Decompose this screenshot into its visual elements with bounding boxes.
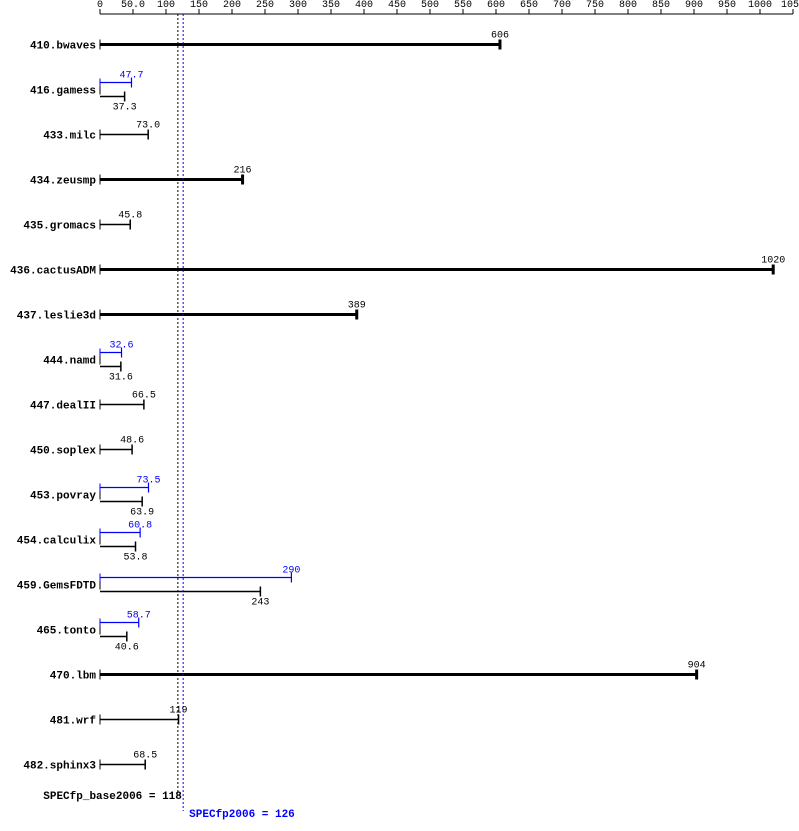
spec-benchmark-chart: 0 50.0 100 150 200 250 300 350 400 450 500 550 600 65… bbox=[0, 0, 799, 831]
x-axis-tick-label: 550 bbox=[454, 0, 472, 11]
x-axis-tick-label: 900 bbox=[685, 0, 703, 11]
benchmark-label: 447.dealII bbox=[30, 401, 96, 413]
peak-value-label: 73.5 bbox=[137, 476, 161, 487]
base-value-label: 40.6 bbox=[115, 643, 139, 654]
base-value-label: 31.6 bbox=[109, 373, 133, 384]
base-value-label: 45.8 bbox=[118, 211, 142, 222]
benchmark-label: 481.wrf bbox=[50, 716, 97, 728]
peak-value-label: 60.8 bbox=[128, 521, 152, 532]
base-value-label: 63.9 bbox=[130, 508, 154, 519]
base-value-label: 243 bbox=[251, 598, 269, 609]
base-value-label: 1020 bbox=[761, 256, 785, 267]
benchmark-label: 454.calculix bbox=[17, 536, 97, 548]
benchmark-label: 453.povray bbox=[30, 491, 96, 503]
benchmark-label: 437.leslie3d bbox=[17, 311, 96, 323]
x-axis-tick-label: 200 bbox=[223, 0, 241, 11]
benchmark-label: 436.cactusADM bbox=[10, 266, 96, 278]
x-axis-tick-label: 300 bbox=[289, 0, 307, 11]
benchmark-label: 410.bwaves bbox=[30, 41, 96, 53]
base-value-label: 53.8 bbox=[124, 553, 148, 564]
x-axis-tick-label: 750 bbox=[586, 0, 604, 11]
base-value-label: 119 bbox=[170, 706, 188, 717]
x-axis-tick-label: 650 bbox=[520, 0, 538, 11]
benchmark-label: 435.gromacs bbox=[23, 221, 96, 233]
x-axis-tick-label: 150 bbox=[190, 0, 208, 11]
benchmark-label: 450.soplex bbox=[30, 446, 96, 458]
x-axis-tick-label: 450 bbox=[388, 0, 406, 11]
benchmark-label: 482.sphinx3 bbox=[23, 761, 96, 773]
x-axis-tick-label: 1050 bbox=[781, 0, 799, 11]
benchmark-label: 444.namd bbox=[43, 356, 96, 368]
base-value-label: 66.5 bbox=[132, 391, 156, 402]
benchmark-label: 470.lbm bbox=[50, 671, 97, 683]
peak-value-label: 58.7 bbox=[127, 611, 151, 622]
base-value-label: 68.5 bbox=[133, 751, 157, 762]
benchmark-label: 434.zeusmp bbox=[30, 176, 96, 188]
reference-base-label: SPECfp_base2006 = 118 bbox=[43, 791, 182, 803]
x-axis-tick-label: 950 bbox=[718, 0, 736, 11]
x-axis-tick-label: 1000 bbox=[748, 0, 772, 11]
x-axis-tick-label: 850 bbox=[652, 0, 670, 11]
x-axis-tick-label: 600 bbox=[487, 0, 505, 11]
benchmark-label: 433.milc bbox=[43, 131, 96, 143]
x-axis-tick-label: 800 bbox=[619, 0, 637, 11]
reference-peak-label: SPECfp2006 = 126 bbox=[189, 809, 295, 821]
base-value-label: 37.3 bbox=[113, 103, 137, 114]
x-axis-tick-label: 0 bbox=[97, 0, 103, 11]
benchmark-label: 465.tonto bbox=[37, 626, 97, 638]
base-value-label: 606 bbox=[491, 31, 509, 42]
x-axis-tick-label: 350 bbox=[322, 0, 340, 11]
benchmark-label: 416.gamess bbox=[30, 86, 96, 98]
base-value-label: 48.6 bbox=[120, 436, 144, 447]
peak-value-label: 290 bbox=[282, 566, 300, 577]
x-axis-tick-label: 100 bbox=[157, 0, 175, 11]
x-axis-tick-label: 400 bbox=[355, 0, 373, 11]
x-axis-tick-label: 50.0 bbox=[121, 0, 145, 11]
base-value-label: 389 bbox=[348, 301, 366, 312]
x-axis-tick-label: 700 bbox=[553, 0, 571, 11]
benchmark-label: 459.GemsFDTD bbox=[17, 581, 97, 593]
x-axis-tick-label: 500 bbox=[421, 0, 439, 11]
peak-value-label: 47.7 bbox=[119, 71, 143, 82]
base-value-label: 216 bbox=[234, 166, 252, 177]
peak-value-label: 32.6 bbox=[110, 341, 134, 352]
x-axis-tick-label: 250 bbox=[256, 0, 274, 11]
base-value-label: 904 bbox=[688, 661, 706, 672]
base-value-label: 73.0 bbox=[136, 121, 160, 132]
